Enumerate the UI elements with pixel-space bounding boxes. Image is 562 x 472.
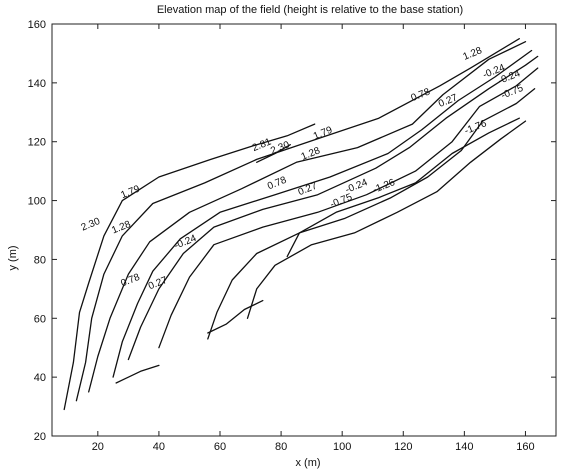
y-tick-label: 60: [34, 313, 46, 325]
x-tick-label: 160: [516, 441, 534, 453]
x-tick-label: 60: [214, 441, 226, 453]
plot-frame: [51, 23, 557, 437]
x-tick-label: 140: [455, 441, 473, 453]
contour-line: [207, 88, 536, 340]
contour-line: [88, 41, 527, 393]
y-tick-label: 160: [28, 19, 46, 31]
contour-label: 2.30: [269, 139, 292, 157]
contour-label: -1.76: [463, 118, 489, 137]
contour-line: [207, 299, 264, 334]
y-axis-label: y (m): [7, 245, 19, 270]
contour-label: -0.24: [173, 233, 199, 252]
contour-line: [75, 38, 520, 402]
contour-label: 0.78: [266, 175, 289, 193]
y-tick-label: 40: [34, 372, 46, 384]
contour-line: [158, 67, 539, 349]
y-tick-label: 120: [28, 137, 46, 149]
x-axis-label: x (m): [295, 457, 320, 469]
x-tick-label: 20: [92, 441, 104, 453]
contour-label: 1.28: [110, 219, 133, 237]
contour-lines: [63, 38, 539, 411]
contour-line: [246, 120, 527, 319]
contour-label: 2.30: [80, 216, 103, 234]
y-tick-label: 140: [28, 78, 46, 90]
y-tick-label: 80: [34, 254, 46, 266]
contour-label: 1.79: [119, 183, 142, 201]
x-tick-label: 120: [394, 441, 412, 453]
axes: 20 40 60 80 100 120 140 160 20 40 60 80 100 120 140 160: [28, 19, 557, 453]
contour-line: [63, 123, 316, 411]
contour-label: 0.78: [119, 272, 142, 290]
x-tick-label: 80: [275, 441, 287, 453]
x-tick-label: 100: [333, 441, 351, 453]
contour-label: 1.28: [300, 145, 323, 163]
contour-label: 1.28: [461, 45, 484, 63]
contour-line: [112, 49, 533, 378]
contour-line: [286, 117, 520, 258]
y-tick-label: 100: [28, 196, 46, 208]
contour-line: [115, 364, 160, 384]
x-tick-label: 40: [153, 441, 165, 453]
contour-label: -1.26: [371, 177, 397, 196]
contour-label: 0.27: [437, 92, 460, 110]
chart-title: Elevation map of the field (height is re…: [156, 4, 464, 16]
contour-line: [127, 55, 539, 361]
contour-label: 0.78: [410, 86, 433, 104]
y-tick-label: 20: [34, 431, 46, 443]
contour-label: 1.79: [312, 125, 335, 143]
